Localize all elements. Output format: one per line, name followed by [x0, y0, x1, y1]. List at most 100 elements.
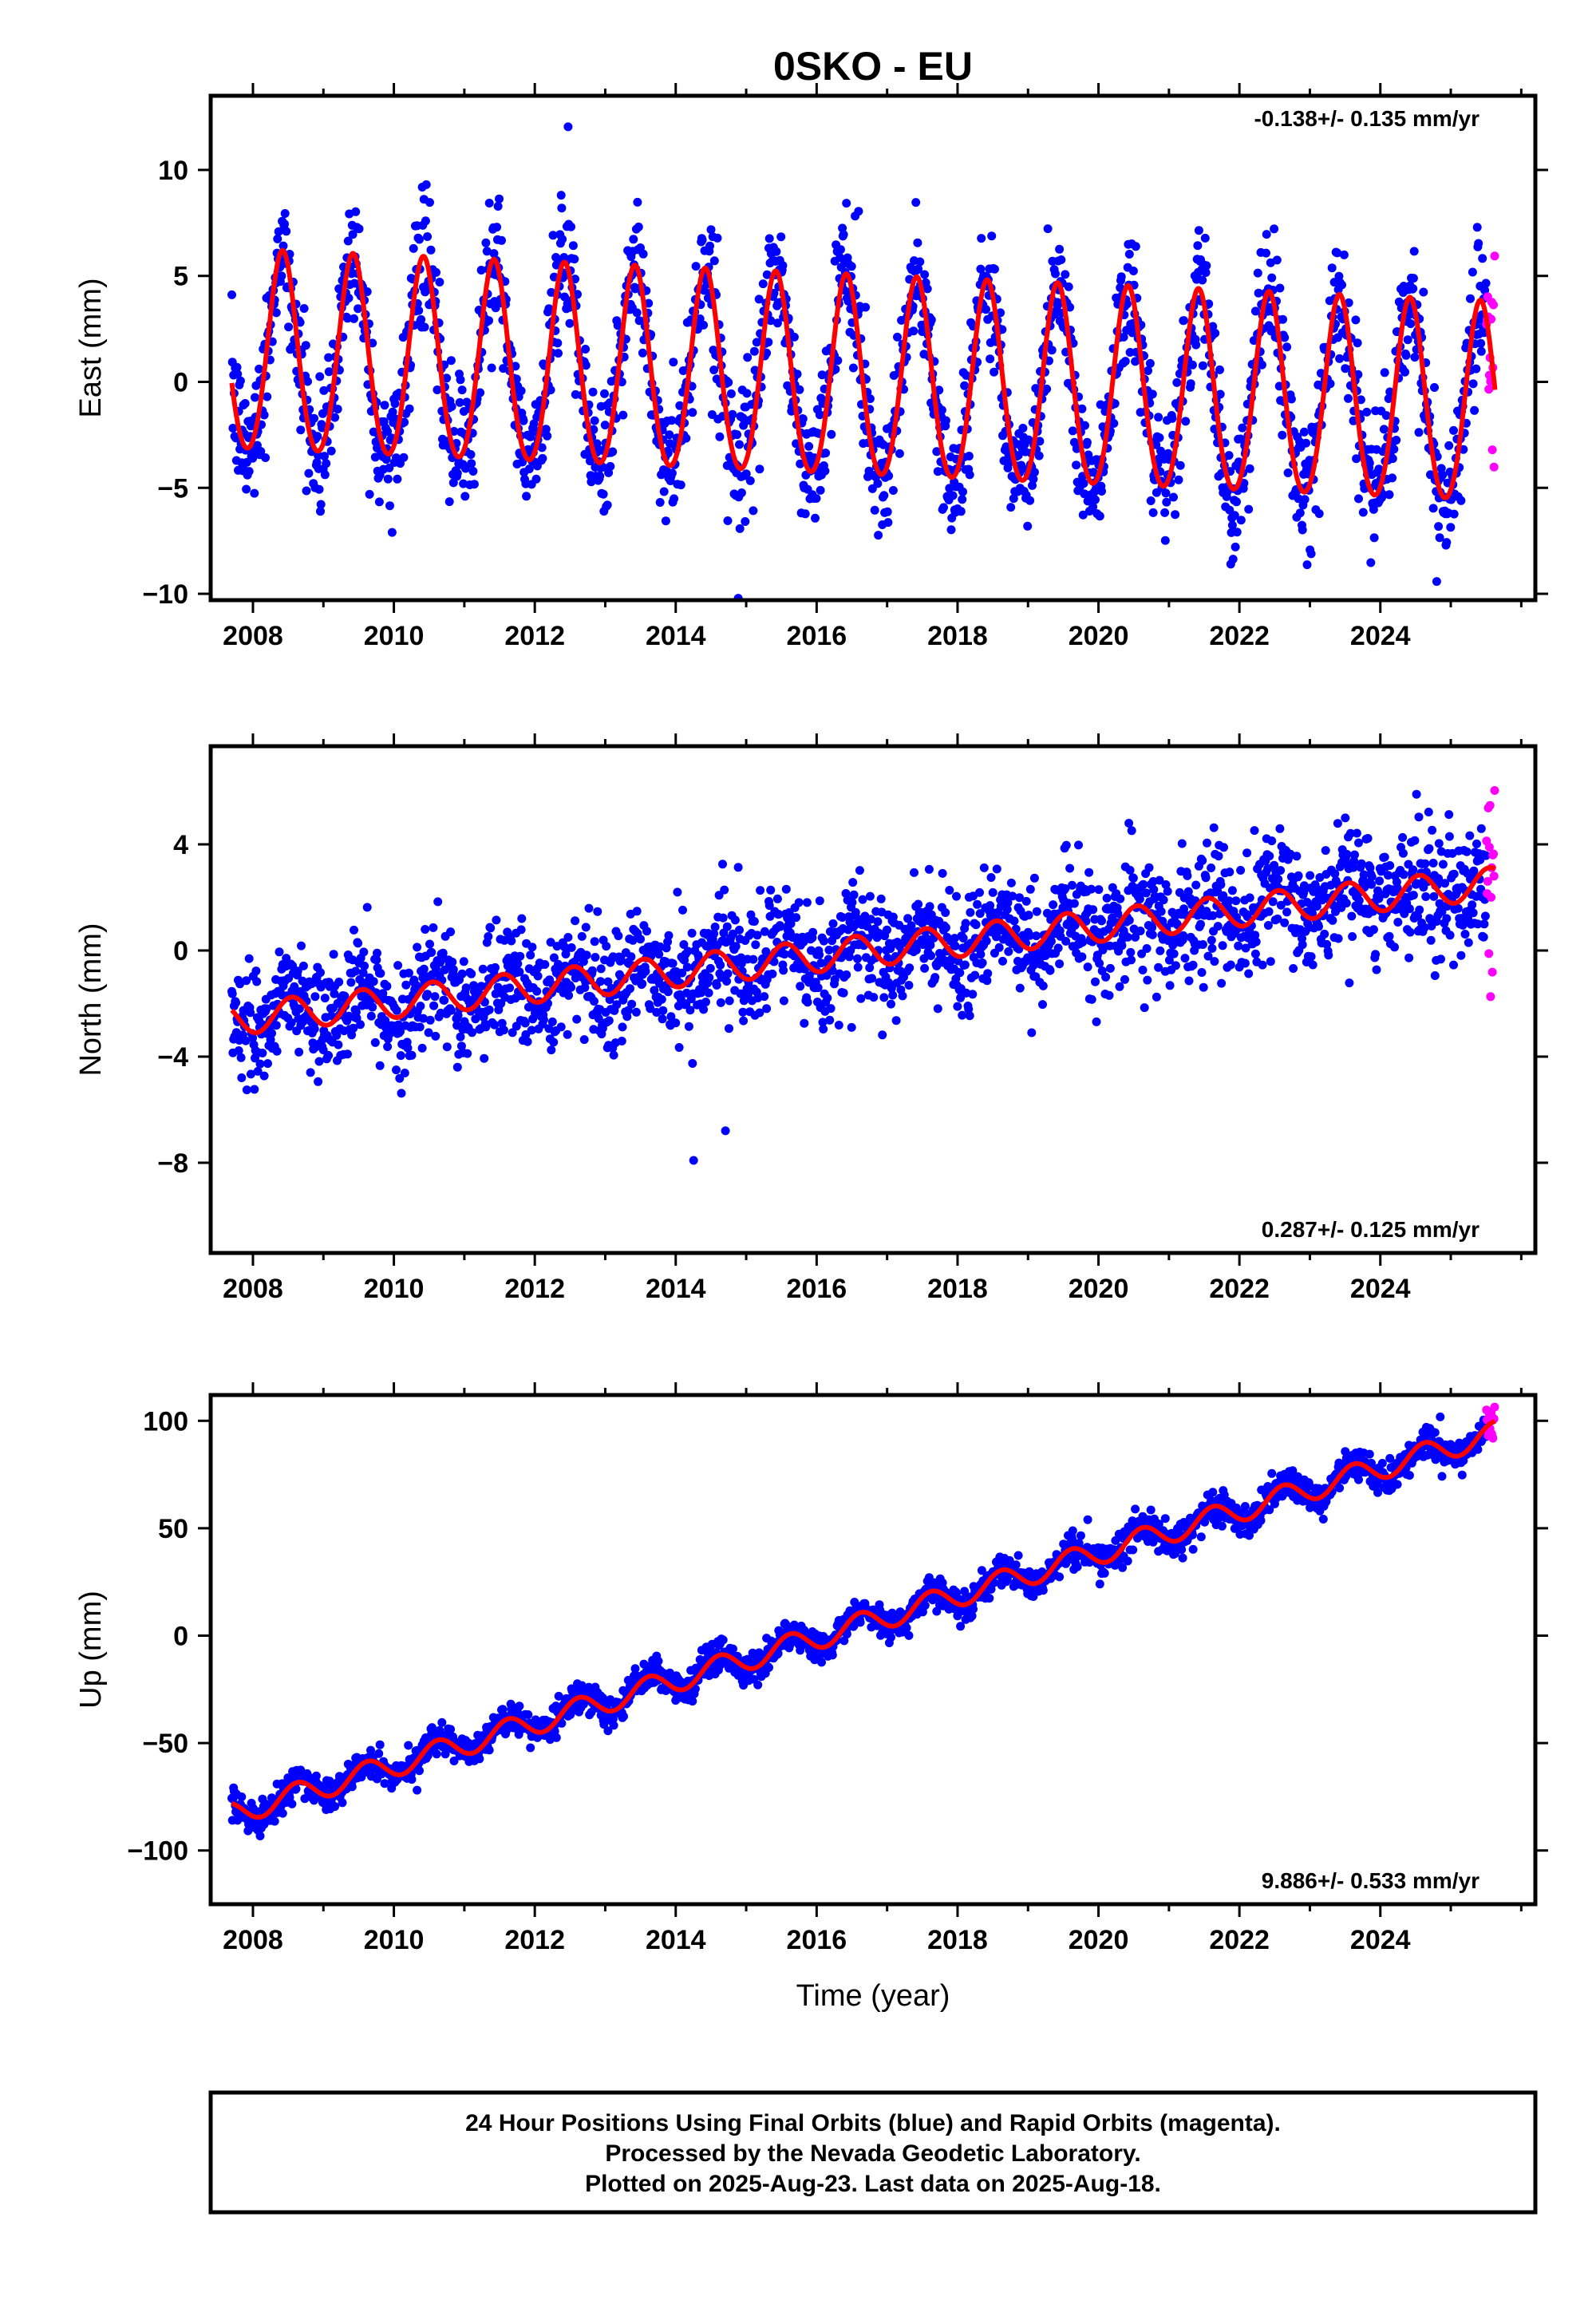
- final-point: [982, 305, 990, 314]
- final-point: [1154, 413, 1163, 422]
- final-point: [839, 988, 848, 998]
- final-point: [1171, 510, 1180, 520]
- final-point: [1398, 848, 1408, 858]
- final-point: [547, 1017, 557, 1026]
- final-point: [669, 358, 678, 367]
- final-point: [1278, 314, 1287, 324]
- final-point: [452, 1062, 462, 1072]
- final-point: [440, 995, 449, 1005]
- final-point: [904, 981, 914, 990]
- final-point: [1006, 878, 1016, 887]
- rapid-point: [1487, 967, 1497, 977]
- final-point: [1238, 423, 1247, 433]
- final-point: [659, 487, 669, 496]
- final-point: [1091, 977, 1100, 986]
- final-point: [986, 873, 996, 882]
- final-point: [1140, 1003, 1149, 1013]
- final-point: [478, 964, 488, 974]
- final-point: [961, 919, 970, 928]
- final-point: [1251, 937, 1261, 947]
- final-point: [1015, 983, 1025, 993]
- final-point: [842, 199, 851, 208]
- final-point: [1169, 949, 1179, 958]
- y-axis-label-north: North (mm): [74, 923, 108, 1076]
- final-point: [484, 932, 493, 941]
- x-tick-label: 2020: [1069, 1274, 1129, 1304]
- final-point: [1295, 508, 1305, 518]
- final-point: [1181, 417, 1191, 426]
- final-point: [883, 518, 893, 528]
- final-point: [987, 231, 997, 241]
- final-point: [856, 994, 866, 1003]
- final-point: [728, 409, 737, 419]
- final-point: [722, 977, 732, 986]
- final-point: [847, 262, 856, 271]
- final-point: [1466, 294, 1475, 303]
- final-point: [572, 1014, 582, 1024]
- final-point: [571, 916, 580, 926]
- final-point: [1358, 508, 1368, 517]
- final-point: [425, 198, 434, 207]
- final-point: [725, 996, 734, 1006]
- final-point: [1128, 267, 1138, 275]
- final-point: [456, 375, 465, 385]
- final-point: [455, 397, 464, 407]
- final-point: [1231, 896, 1241, 906]
- final-point: [1144, 863, 1154, 872]
- final-point: [263, 1059, 272, 1069]
- final-point: [1193, 241, 1203, 251]
- final-point: [448, 478, 458, 488]
- final-point: [1444, 832, 1454, 841]
- final-point: [549, 1037, 559, 1047]
- final-point: [731, 942, 741, 951]
- final-point: [303, 377, 312, 386]
- final-point: [390, 399, 400, 409]
- final-point: [380, 401, 389, 410]
- final-point: [593, 907, 602, 916]
- y-tick-label: 4: [173, 830, 188, 860]
- final-point: [1198, 856, 1207, 865]
- final-point: [910, 868, 918, 877]
- final-point: [1286, 394, 1296, 404]
- final-point: [938, 868, 947, 878]
- final-point: [240, 399, 250, 408]
- final-point: [926, 315, 936, 325]
- final-point: [1351, 315, 1361, 325]
- final-point: [713, 233, 722, 243]
- final-point: [815, 410, 824, 420]
- final-point: [1428, 504, 1438, 513]
- final-point: [526, 951, 535, 960]
- final-point: [1034, 451, 1044, 460]
- final-point: [1298, 940, 1307, 950]
- final-point: [316, 507, 325, 516]
- final-point: [242, 484, 251, 494]
- final-point: [614, 931, 623, 941]
- final-point: [1424, 844, 1434, 853]
- final-point: [1174, 475, 1183, 484]
- final-point: [658, 1014, 667, 1024]
- final-point: [705, 973, 714, 982]
- final-point: [346, 978, 356, 987]
- final-point: [1094, 885, 1104, 895]
- final-point: [895, 449, 904, 458]
- final-point: [658, 1006, 668, 1015]
- final-point: [556, 1022, 566, 1032]
- final-point: [417, 1043, 427, 1053]
- x-tick-label: 2016: [787, 621, 847, 651]
- final-point: [343, 314, 352, 323]
- final-point: [855, 866, 864, 875]
- final-point: [482, 247, 492, 256]
- final-point: [663, 987, 673, 997]
- final-point: [990, 367, 999, 377]
- final-point: [277, 271, 286, 281]
- final-point: [626, 952, 636, 962]
- final-point: [794, 898, 804, 907]
- final-point: [1468, 379, 1478, 389]
- final-point: [1009, 916, 1019, 926]
- final-point: [475, 1754, 484, 1764]
- final-point: [971, 920, 981, 930]
- final-point: [270, 1816, 279, 1826]
- final-point: [1025, 884, 1035, 894]
- final-point: [764, 234, 774, 243]
- final-point: [1109, 419, 1119, 428]
